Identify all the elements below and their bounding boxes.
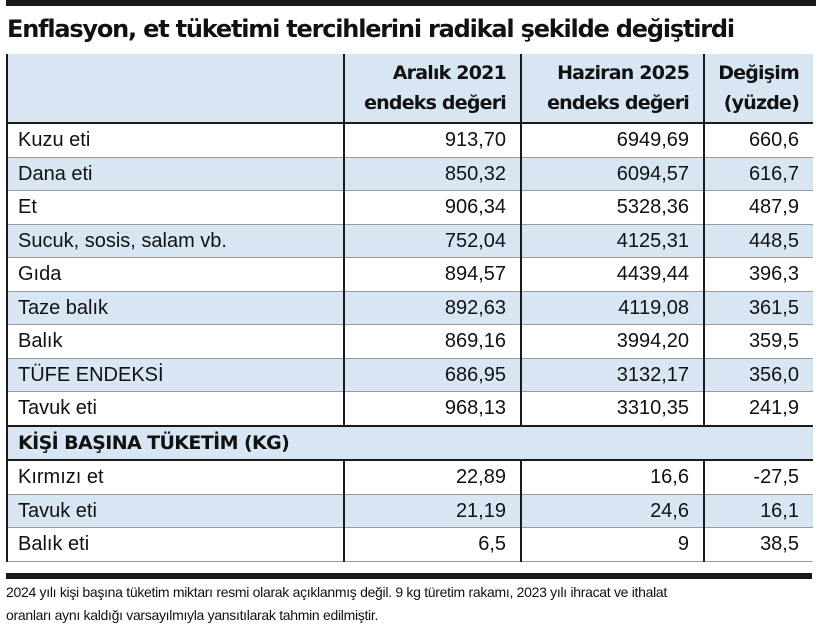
value-change: 616,7 (703, 157, 813, 191)
header-change: Değişim (yüzde) (703, 54, 813, 124)
row-label: Taze balık (6, 291, 344, 325)
row-label: Sucuk, sosis, salam vb. (6, 224, 344, 258)
row-label: Gıda (6, 257, 344, 292)
header-empty-cell (6, 54, 344, 124)
value-change: 241,9 (703, 391, 813, 426)
footnote-line-1: 2024 yılı kişi başına tüketim miktarı re… (6, 584, 667, 600)
row-label: Dana eti (6, 157, 344, 191)
value-dec2021: 850,32 (343, 157, 521, 191)
value-change: 487,9 (703, 190, 813, 225)
value-dec2021: 22,89 (343, 460, 521, 495)
table-row: Kırmızı et 22,89 16,6 -27,5 (6, 460, 813, 495)
section-title: KİŞİ BAŞINA TÜKETİM (KG) (6, 424, 813, 461)
value-dec2021: 6,5 (343, 527, 521, 562)
value-jun2025: 6094,57 (520, 157, 704, 191)
value-change: 396,3 (703, 257, 813, 292)
value-jun2025: 24,6 (520, 494, 704, 528)
value-dec2021: 913,70 (343, 123, 521, 158)
value-change: 361,5 (703, 291, 813, 325)
value-change: 38,5 (703, 527, 813, 562)
bottom-rule (6, 573, 812, 579)
page-title: Enflasyon, et tüketimi tercihlerini radi… (7, 15, 735, 43)
footnote-line-2: oranları aynı kaldığı varsayılmıyla yans… (6, 607, 379, 623)
value-dec2021: 892,63 (343, 291, 521, 325)
value-jun2025: 5328,36 (520, 190, 704, 225)
table-header-row: Aralık 2021 endeks değeri Haziran 2025 end… (6, 54, 813, 124)
table-row: Tavuk eti 21,19 24,6 16,1 (6, 494, 813, 528)
table-row: Kuzu eti 913,70 6949,69 660,6 (6, 123, 813, 158)
table-row: Gıda 894,57 4439,44 396,3 (6, 257, 813, 292)
value-jun2025: 3132,17 (520, 358, 704, 392)
table-body: Kuzu eti 913,70 6949,69 660,6 Dana eti 850,32… (6, 123, 813, 562)
table-row: Balık eti 6,5 9 38,5 (6, 527, 813, 562)
value-jun2025: 4439,44 (520, 257, 704, 292)
table-row: TÜFE ENDEKSİ 686,95 3132,17 356,0 (6, 358, 813, 392)
row-label: Tavuk eti (6, 391, 344, 426)
row-label: Et (6, 190, 344, 225)
header-dec2021: Aralık 2021 endeks değeri (343, 54, 521, 124)
row-label: Kuzu eti (6, 123, 344, 158)
table-row: Tavuk eti 968,13 3310,35 241,9 (6, 391, 813, 426)
row-label: Balık (6, 324, 344, 359)
value-dec2021: 21,19 (343, 494, 521, 528)
row-label: Balık eti (6, 527, 344, 562)
value-dec2021: 894,57 (343, 257, 521, 292)
header-jun2025: Haziran 2025 endeks değeri (520, 54, 704, 124)
row-label: Tavuk eti (6, 494, 344, 528)
value-jun2025: 4125,31 (520, 224, 704, 258)
section-header-row: KİŞİ BAŞINA TÜKETİM (KG) (6, 424, 813, 461)
table-row: Dana eti 850,32 6094,57 616,7 (6, 157, 813, 191)
value-jun2025: 16,6 (520, 460, 704, 495)
value-jun2025: 3994,20 (520, 324, 704, 359)
value-change: 660,6 (703, 123, 813, 158)
value-jun2025: 9 (520, 527, 704, 562)
table-row: Balık 869,16 3994,20 359,5 (6, 324, 813, 359)
value-jun2025: 4119,08 (520, 291, 704, 325)
value-change: 356,0 (703, 358, 813, 392)
data-table-container: Aralık 2021 endeks değeri Haziran 2025 end… (6, 54, 813, 562)
value-change: 359,5 (703, 324, 813, 359)
data-table: Aralık 2021 endeks değeri Haziran 2025 end… (6, 54, 813, 562)
value-dec2021: 968,13 (343, 391, 521, 426)
value-jun2025: 6949,69 (520, 123, 704, 158)
value-change: -27,5 (703, 460, 813, 495)
value-dec2021: 752,04 (343, 224, 521, 258)
value-jun2025: 3310,35 (520, 391, 704, 426)
footnote: 2024 yılı kişi başına tüketim miktarı re… (6, 581, 818, 627)
table-row: Taze balık 892,63 4119,08 361,5 (6, 291, 813, 325)
value-dec2021: 906,34 (343, 190, 521, 225)
value-change: 448,5 (703, 224, 813, 258)
value-change: 16,1 (703, 494, 813, 528)
top-rule (6, 0, 816, 6)
table-row: Sucuk, sosis, salam vb. 752,04 4125,31 448,… (6, 224, 813, 258)
table-row: Et 906,34 5328,36 487,9 (6, 190, 813, 225)
value-dec2021: 686,95 (343, 358, 521, 392)
row-label: TÜFE ENDEKSİ (6, 358, 344, 392)
value-dec2021: 869,16 (343, 324, 521, 359)
row-label: Kırmızı et (6, 460, 344, 495)
